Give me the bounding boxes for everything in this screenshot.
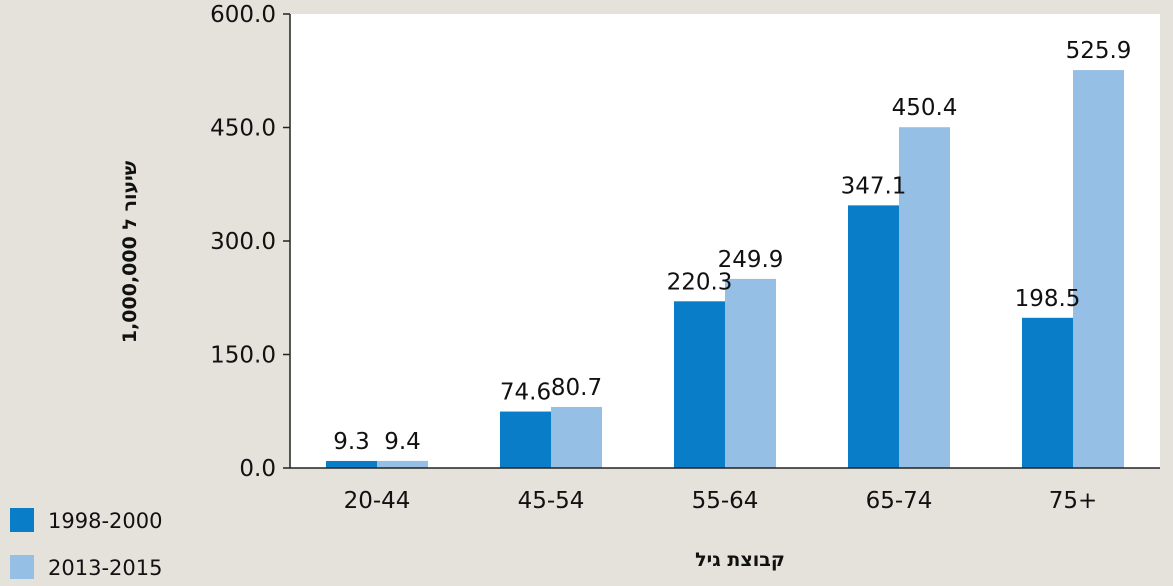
data-label: 249.9 [718, 247, 784, 273]
data-label: 74.6 [500, 380, 551, 406]
x-axis-title: קבוצת גיל [695, 549, 785, 571]
data-label: 347.1 [841, 173, 907, 199]
bar-1998-2000-45-54 [500, 411, 551, 468]
y-axis-title: שיעור ל 1,000,000 [119, 160, 141, 343]
x-tick-label: 20-44 [344, 488, 411, 514]
y-tick-label: 300.0 [210, 229, 276, 255]
bar-2013-2015-45-54 [551, 406, 602, 468]
bar-2013-2015-20-44 [377, 460, 428, 468]
x-tick-label: 75+ [1049, 488, 1098, 514]
y-tick-label: 150.0 [210, 343, 276, 369]
legend: 1998-2000 2013-2015 [10, 508, 162, 580]
x-tick-label: 65-74 [866, 488, 933, 514]
legend-label: 2013-2015 [48, 556, 162, 580]
x-tick-label: 55-64 [692, 488, 759, 514]
legend-swatch [10, 508, 34, 532]
data-label: 450.4 [892, 95, 958, 121]
y-tick-label: 600.0 [210, 2, 276, 28]
bar-1998-2000-75+ [1022, 317, 1073, 468]
bar-1998-2000-65-74 [848, 205, 899, 468]
bar-2013-2015-55-64 [725, 278, 776, 468]
legend-label: 1998-2000 [48, 509, 162, 533]
data-label: 9.3 [333, 429, 370, 455]
legend-swatch [10, 555, 34, 579]
bar-1998-2000-55-64 [674, 301, 725, 468]
data-label: 9.4 [384, 429, 421, 455]
x-tick-label: 45-54 [518, 488, 585, 514]
data-label: 80.7 [551, 375, 602, 401]
bar-2013-2015-65-74 [899, 127, 950, 469]
data-label: 525.9 [1066, 38, 1132, 64]
bar-1998-2000-20-44 [326, 460, 377, 468]
data-label: 198.5 [1015, 286, 1081, 312]
y-tick-label: 0.0 [239, 456, 276, 482]
data-label: 220.3 [667, 269, 733, 295]
y-tick-label: 450.0 [210, 116, 276, 142]
bar-2013-2015-75+ [1073, 70, 1124, 468]
